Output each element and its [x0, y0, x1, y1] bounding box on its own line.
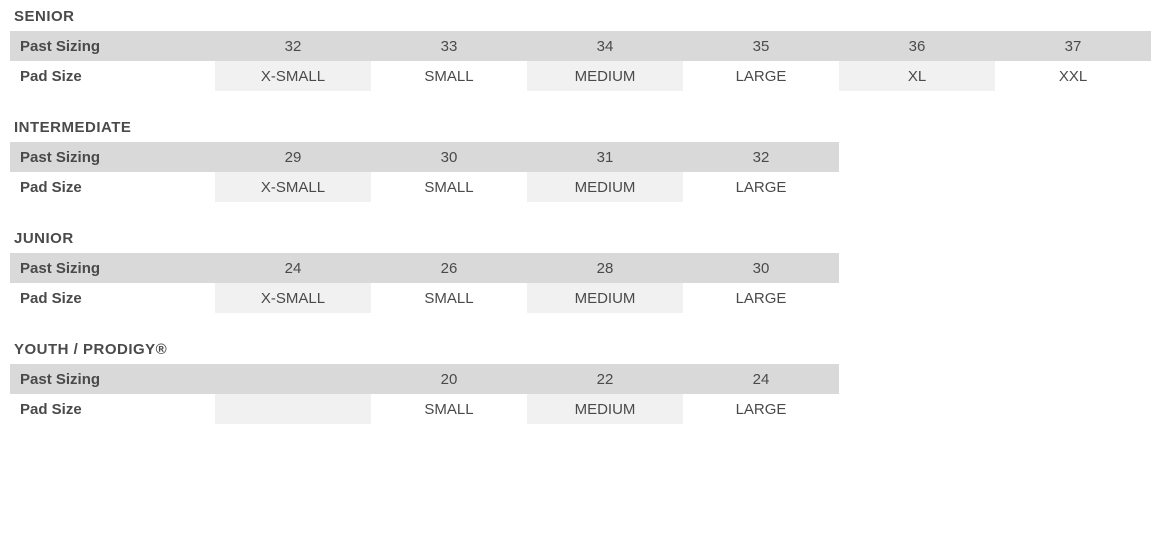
past-sizing-cell: 29: [215, 142, 371, 172]
pad-size-row: Pad Size SMALLMEDIUMLARGE: [10, 394, 839, 424]
pad-size-row: Pad SizeX-SMALLSMALLMEDIUMLARGE: [10, 172, 839, 202]
pad-size-cell: [215, 394, 371, 424]
past-sizing-cell: 30: [371, 142, 527, 172]
row-label-pad-size: Pad Size: [10, 394, 215, 424]
pad-size-row: Pad SizeX-SMALLSMALLMEDIUMLARGE: [10, 283, 839, 313]
sizing-table-senior: Past Sizing323334353637Pad SizeX-SMALLSM…: [10, 31, 1151, 91]
row-label-past-sizing: Past Sizing: [10, 31, 215, 61]
section-junior: JUNIORPast Sizing24262830Pad SizeX-SMALL…: [10, 228, 1154, 313]
pad-size-cell: SMALL: [371, 394, 527, 424]
sizing-table-junior: Past Sizing24262830Pad SizeX-SMALLSMALLM…: [10, 253, 839, 313]
section-title-intermediate: INTERMEDIATE: [10, 117, 1154, 142]
section-title-youth-prodigy: YOUTH / PRODIGY®: [10, 339, 1154, 364]
pad-size-cell: LARGE: [683, 394, 839, 424]
row-label-pad-size: Pad Size: [10, 61, 215, 91]
row-label-past-sizing: Past Sizing: [10, 142, 215, 172]
section-intermediate: INTERMEDIATEPast Sizing29303132Pad SizeX…: [10, 117, 1154, 202]
sizing-table-intermediate: Past Sizing29303132Pad SizeX-SMALLSMALLM…: [10, 142, 839, 202]
past-sizing-cell: 30: [683, 253, 839, 283]
past-sizing-cell: 37: [995, 31, 1151, 61]
past-sizing-cell: 36: [839, 31, 995, 61]
past-sizing-cell: 22: [527, 364, 683, 394]
past-sizing-cell: 24: [683, 364, 839, 394]
past-sizing-row: Past Sizing323334353637: [10, 31, 1151, 61]
pad-size-cell: X-SMALL: [215, 172, 371, 202]
past-sizing-row: Past Sizing24262830: [10, 253, 839, 283]
pad-size-cell: MEDIUM: [527, 172, 683, 202]
pad-size-cell: LARGE: [683, 283, 839, 313]
pad-size-cell: LARGE: [683, 61, 839, 91]
sizing-table-youth-prodigy: Past Sizing 202224 Pad Size SMALLMEDIUMLARG…: [10, 364, 839, 424]
past-sizing-cell: 34: [527, 31, 683, 61]
past-sizing-cell: [215, 364, 371, 394]
pad-size-cell: SMALL: [371, 283, 527, 313]
section-youth-prodigy: YOUTH / PRODIGY®Past Sizing202224Pad Siz…: [10, 339, 1154, 424]
past-sizing-cell: 20: [371, 364, 527, 394]
past-sizing-cell: 28: [527, 253, 683, 283]
past-sizing-row: Past Sizing 202224: [10, 364, 839, 394]
pad-size-cell: MEDIUM: [527, 61, 683, 91]
past-sizing-cell: 32: [215, 31, 371, 61]
past-sizing-row: Past Sizing29303132: [10, 142, 839, 172]
section-title-junior: JUNIOR: [10, 228, 1154, 253]
row-label-pad-size: Pad Size: [10, 283, 215, 313]
pad-size-cell: XL: [839, 61, 995, 91]
pad-size-cell: XXL: [995, 61, 1151, 91]
pad-size-cell: LARGE: [683, 172, 839, 202]
row-label-pad-size: Pad Size: [10, 172, 215, 202]
sizing-chart-root: SENIORPast Sizing323334353637Pad SizeX-S…: [10, 6, 1154, 424]
section-title-senior: SENIOR: [10, 6, 1154, 31]
pad-size-cell: MEDIUM: [527, 283, 683, 313]
past-sizing-cell: 35: [683, 31, 839, 61]
past-sizing-cell: 31: [527, 142, 683, 172]
past-sizing-cell: 24: [215, 253, 371, 283]
pad-size-cell: SMALL: [371, 61, 527, 91]
past-sizing-cell: 32: [683, 142, 839, 172]
row-label-past-sizing: Past Sizing: [10, 253, 215, 283]
pad-size-cell: MEDIUM: [527, 394, 683, 424]
pad-size-cell: X-SMALL: [215, 61, 371, 91]
pad-size-cell: SMALL: [371, 172, 527, 202]
past-sizing-cell: 33: [371, 31, 527, 61]
past-sizing-cell: 26: [371, 253, 527, 283]
pad-size-cell: X-SMALL: [215, 283, 371, 313]
row-label-past-sizing: Past Sizing: [10, 364, 215, 394]
pad-size-row: Pad SizeX-SMALLSMALLMEDIUMLARGEXLXXL: [10, 61, 1151, 91]
section-senior: SENIORPast Sizing323334353637Pad SizeX-S…: [10, 6, 1154, 91]
